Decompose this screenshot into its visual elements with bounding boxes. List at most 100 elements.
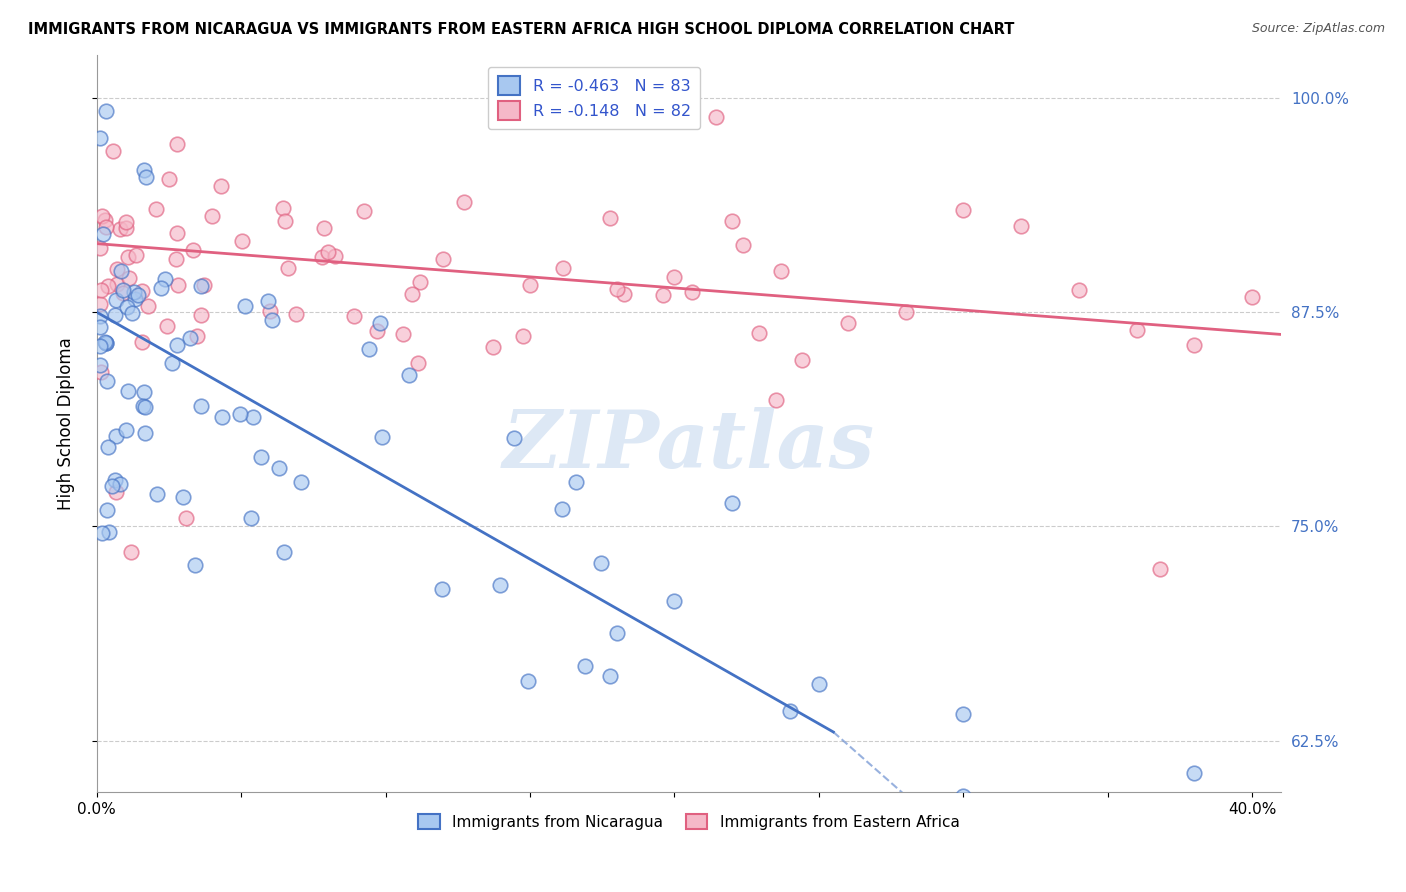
Point — [104, 293, 127, 307]
Point — [96, 374, 118, 388]
Point — [371, 429, 394, 443]
Text: ZIPatlas: ZIPatlas — [503, 407, 875, 484]
Point — [176, 510, 198, 524]
Point — [273, 545, 295, 559]
Point — [110, 264, 132, 278]
Point — [409, 275, 432, 289]
Point — [209, 179, 232, 194]
Point — [606, 282, 628, 296]
Point — [110, 477, 132, 491]
Point — [316, 244, 339, 259]
Point — [357, 342, 380, 356]
Point — [1149, 562, 1171, 576]
Point — [122, 285, 145, 299]
Point — [101, 144, 124, 158]
Point — [681, 285, 703, 300]
Point — [277, 260, 299, 275]
Point — [894, 819, 917, 833]
Point — [290, 475, 312, 489]
Point — [117, 251, 139, 265]
Point — [489, 578, 512, 592]
Point — [323, 248, 346, 262]
Text: Source: ZipAtlas.com: Source: ZipAtlas.com — [1251, 22, 1385, 36]
Point — [118, 271, 141, 285]
Point — [613, 287, 636, 301]
Point — [89, 241, 111, 255]
Point — [242, 409, 264, 424]
Point — [1067, 283, 1090, 297]
Point — [311, 250, 333, 264]
Point — [240, 511, 263, 525]
Point — [565, 475, 588, 489]
Point — [93, 334, 115, 349]
Point — [117, 384, 139, 398]
Point — [792, 353, 814, 368]
Point — [551, 502, 574, 516]
Point — [97, 279, 120, 293]
Point — [721, 496, 744, 510]
Point — [551, 260, 574, 275]
Point — [111, 283, 134, 297]
Point — [233, 299, 256, 313]
Text: IMMIGRANTS FROM NICARAGUA VS IMMIGRANTS FROM EASTERN AFRICA HIGH SCHOOL DIPLOMA : IMMIGRANTS FROM NICARAGUA VS IMMIGRANTS … — [28, 22, 1015, 37]
Point — [89, 284, 111, 298]
Point — [96, 219, 118, 234]
Point — [156, 319, 179, 334]
Point — [105, 277, 128, 291]
Point — [599, 669, 621, 683]
Point — [89, 319, 111, 334]
Point — [408, 355, 430, 369]
Point — [271, 201, 294, 215]
Point — [211, 409, 233, 424]
Point — [249, 450, 271, 464]
Point — [733, 237, 755, 252]
Point — [765, 392, 787, 407]
Point — [512, 329, 534, 343]
Point — [121, 545, 143, 559]
Point — [779, 704, 801, 718]
Point — [134, 384, 156, 399]
Point — [96, 503, 118, 517]
Point — [721, 819, 744, 833]
Point — [193, 277, 215, 292]
Point — [401, 287, 423, 301]
Point — [453, 195, 475, 210]
Point — [952, 789, 974, 803]
Point — [94, 212, 117, 227]
Point — [181, 243, 204, 257]
Point — [201, 209, 224, 223]
Point — [1125, 323, 1147, 337]
Point — [127, 288, 149, 302]
Point — [664, 594, 686, 608]
Legend: Immigrants from Nicaragua, Immigrants from Eastern Africa: Immigrants from Nicaragua, Immigrants fr… — [412, 808, 966, 836]
Point — [256, 293, 278, 308]
Point — [105, 261, 128, 276]
Point — [93, 227, 115, 241]
Point — [157, 172, 180, 186]
Point — [606, 625, 628, 640]
Point — [108, 222, 131, 236]
Point — [398, 368, 420, 382]
Point — [166, 137, 188, 152]
Point — [162, 356, 184, 370]
Point — [837, 798, 859, 813]
Point — [314, 220, 336, 235]
Point — [664, 269, 686, 284]
Point — [153, 272, 176, 286]
Point — [517, 674, 540, 689]
Point — [368, 316, 391, 330]
Point — [166, 277, 188, 292]
Point — [190, 279, 212, 293]
Point — [131, 334, 153, 349]
Point — [229, 408, 252, 422]
Point — [115, 220, 138, 235]
Point — [721, 214, 744, 228]
Point — [1067, 819, 1090, 833]
Point — [589, 556, 612, 570]
Point — [91, 209, 114, 223]
Point — [104, 428, 127, 442]
Point — [166, 227, 188, 241]
Point — [599, 211, 621, 225]
Point — [392, 327, 415, 342]
Point — [145, 487, 167, 501]
